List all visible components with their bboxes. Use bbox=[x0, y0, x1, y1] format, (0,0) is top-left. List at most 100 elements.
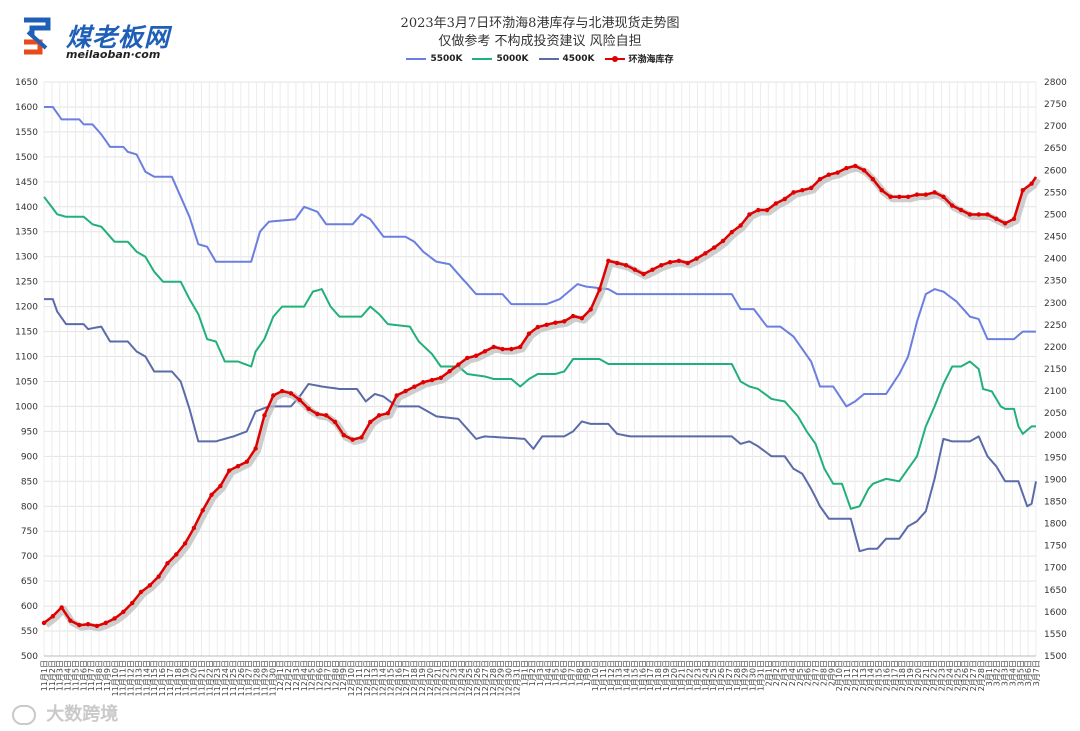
legend-label-4500k: 4500K bbox=[562, 53, 595, 64]
y-right-tick-label: 2200 bbox=[1044, 343, 1067, 353]
x-tick-label: 11月3日 bbox=[56, 660, 65, 691]
series-inventory-point bbox=[297, 397, 302, 403]
x-tick-label: 11月28日 bbox=[253, 660, 262, 696]
x-tick-label: 11月6日 bbox=[79, 660, 88, 691]
y-right-tick-label: 2550 bbox=[1044, 188, 1067, 198]
x-tick-label: 1月27日 bbox=[725, 660, 734, 691]
series-inventory-point bbox=[976, 212, 981, 217]
series-inventory-point bbox=[994, 216, 999, 222]
y-left-tick-label: 550 bbox=[21, 627, 38, 637]
x-tick-label: 11月23日 bbox=[213, 660, 222, 696]
series-inventory-point bbox=[853, 163, 858, 169]
legend-swatch-4500k bbox=[538, 57, 559, 60]
series-inventory-point bbox=[932, 190, 937, 195]
x-tick-label: 12月16日 bbox=[394, 660, 403, 696]
x-tick-label: 12月15日 bbox=[386, 660, 395, 696]
series-inventory-point bbox=[570, 313, 576, 319]
series-inventory-point bbox=[685, 260, 690, 266]
series-inventory-point bbox=[350, 437, 355, 442]
x-tick-label: 1月30日 bbox=[749, 660, 758, 691]
x-tick-label: 11月26日 bbox=[237, 660, 246, 696]
series-inventory-point bbox=[129, 600, 135, 606]
x-tick-label: 11月13日 bbox=[134, 660, 143, 696]
series-inventory-point bbox=[606, 258, 611, 264]
x-tick-label: 3月6日 bbox=[1024, 660, 1033, 686]
x-tick-label: 11月30日 bbox=[268, 660, 277, 696]
x-tick-label: 1月8日 bbox=[575, 660, 584, 686]
y-right-tick-label: 2600 bbox=[1044, 166, 1067, 176]
y-right-tick-label: 2650 bbox=[1044, 144, 1067, 154]
x-tick-label: 11月21日 bbox=[197, 660, 206, 696]
series-inventory-point bbox=[641, 271, 646, 277]
series-inventory-point bbox=[597, 287, 602, 292]
series-inventory-point bbox=[879, 187, 884, 193]
y-left-tick-label: 1200 bbox=[15, 303, 38, 313]
series-inventory-point bbox=[306, 406, 311, 411]
x-tick-label: 3月2日 bbox=[993, 660, 1002, 686]
series-inventory-point bbox=[279, 388, 285, 394]
series-inventory-point bbox=[112, 616, 117, 621]
series-inventory-point bbox=[729, 229, 734, 235]
x-tick-label: 3月7日 bbox=[1032, 660, 1041, 686]
legend-item-4500k[interactable]: 4500K bbox=[538, 52, 595, 65]
series-5500k-line bbox=[44, 106, 1036, 408]
x-tick-label: 11月19日 bbox=[182, 660, 191, 696]
legend: 5500K 5000K 4500K 环渤海库存 bbox=[0, 52, 1080, 65]
y-left-tick-label: 700 bbox=[21, 552, 38, 562]
y-left-tick-label: 1400 bbox=[15, 203, 38, 213]
series-inventory-point bbox=[844, 165, 849, 171]
series-inventory-point bbox=[509, 346, 514, 352]
series-inventory-point bbox=[950, 203, 955, 208]
y-right-tick-label: 2800 bbox=[1044, 78, 1067, 88]
x-tick-label: 2月6日 bbox=[804, 660, 813, 686]
series-inventory-point bbox=[1029, 181, 1034, 186]
series-inventory-point bbox=[808, 185, 814, 191]
series-inventory-point bbox=[429, 377, 435, 383]
x-tick-label: 11月24日 bbox=[221, 660, 230, 696]
series-inventory-point bbox=[165, 561, 170, 566]
legend-item-5000k[interactable]: 5000K bbox=[472, 52, 529, 65]
x-tick-label: 3月1日 bbox=[985, 660, 994, 686]
x-tick-label: 2月22日 bbox=[930, 660, 939, 691]
x-tick-label: 12月23日 bbox=[449, 660, 458, 696]
x-tick-label: 2月19日 bbox=[906, 660, 915, 691]
x-tick-label: 2月11日 bbox=[843, 660, 852, 691]
x-tick-label: 2月28日 bbox=[977, 660, 986, 691]
x-tick-label: 12月31日 bbox=[512, 660, 521, 696]
y-left-tick-label: 600 bbox=[21, 602, 38, 612]
x-tick-label: 12月30日 bbox=[505, 660, 514, 696]
x-tick-label: 1月3日 bbox=[536, 660, 545, 686]
x-tick-label: 2月27日 bbox=[969, 660, 978, 691]
y-right-tick-label: 2300 bbox=[1044, 299, 1067, 309]
series-inventory-point bbox=[667, 259, 673, 265]
legend-item-5500k[interactable]: 5500K bbox=[406, 52, 462, 65]
x-tick-label: 11月10日 bbox=[111, 660, 120, 696]
legend-item-inventory[interactable]: 环渤海库存 bbox=[604, 52, 674, 65]
x-tick-label: 12月28日 bbox=[489, 660, 498, 696]
x-tick-label: 1月18日 bbox=[654, 660, 663, 691]
x-tick-label: 1月11日 bbox=[599, 660, 608, 691]
series-inventory-point bbox=[614, 260, 620, 266]
series-inventory-point bbox=[985, 212, 990, 217]
x-tick-label: 2月21日 bbox=[922, 660, 931, 691]
x-tick-label: 11月20日 bbox=[190, 660, 199, 696]
series-inventory-point bbox=[420, 380, 426, 385]
x-tick-label: 1月25日 bbox=[709, 660, 718, 691]
series-inventory-point bbox=[209, 492, 214, 498]
x-tick-label: 11月5日 bbox=[71, 660, 80, 691]
series-inventory-point bbox=[703, 251, 708, 256]
series-inventory-point bbox=[967, 212, 973, 217]
x-tick-label: 3月4日 bbox=[1008, 660, 1017, 686]
x-tick-label: 11月25日 bbox=[229, 660, 238, 696]
x-tick-label: 1月16日 bbox=[638, 660, 647, 691]
x-tick-label: 2月1日 bbox=[764, 660, 773, 686]
x-tick-label: 12月17日 bbox=[402, 660, 411, 696]
y-right-tick-label: 2250 bbox=[1044, 321, 1067, 331]
x-tick-label: 1月17日 bbox=[646, 660, 655, 691]
series-inventory-point bbox=[77, 622, 82, 628]
x-tick-label: 11月22日 bbox=[205, 660, 214, 696]
series-inventory-point bbox=[138, 589, 144, 595]
series-inventory-point bbox=[438, 375, 443, 381]
x-tick-label: 12月14日 bbox=[379, 660, 388, 696]
series-4500k-line bbox=[44, 298, 1037, 553]
